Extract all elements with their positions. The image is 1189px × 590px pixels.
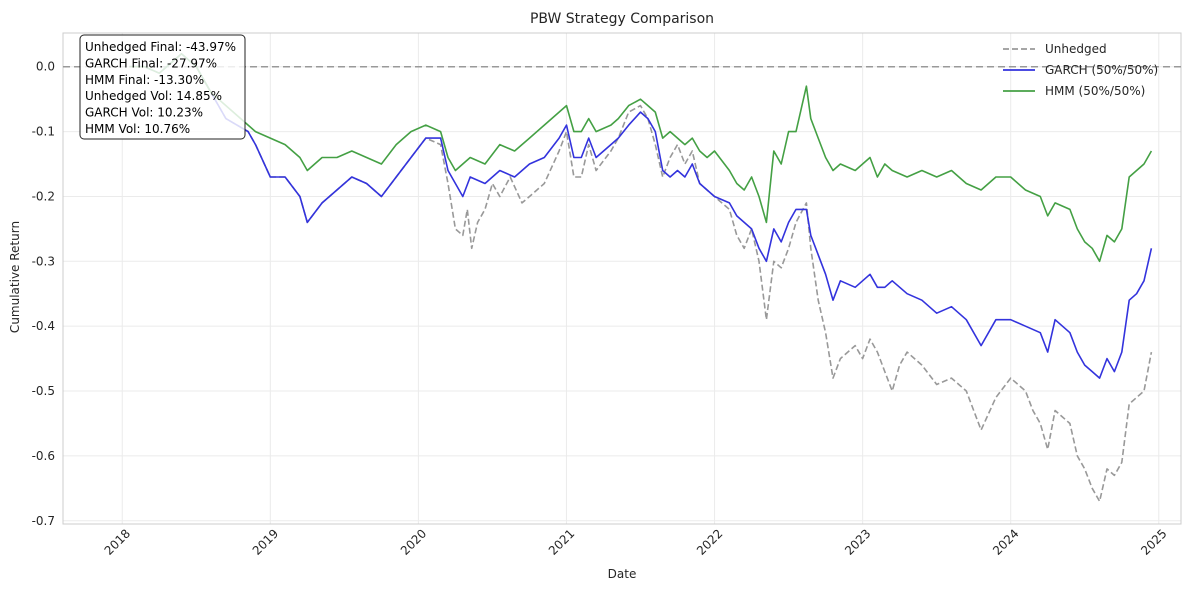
plot-frame bbox=[62, 32, 1182, 525]
legend-label: GARCH (50%/50%) bbox=[1045, 63, 1158, 77]
y-tick-label: -0.3 bbox=[32, 254, 55, 268]
stats-line: Unhedged Vol: 14.85% bbox=[85, 89, 222, 103]
stats-box-frame bbox=[79, 34, 246, 140]
y-tick-label: -0.7 bbox=[32, 514, 55, 528]
stats-line: GARCH Vol: 10.23% bbox=[85, 106, 203, 120]
legend-label: Unhedged bbox=[1045, 42, 1107, 56]
y-tick-label: -0.1 bbox=[32, 125, 55, 139]
grid bbox=[63, 33, 1181, 524]
y-axis-title: Cumulative Return bbox=[8, 221, 22, 333]
y-tick-label: -0.6 bbox=[32, 449, 55, 463]
stats-line: HMM Vol: 10.76% bbox=[85, 122, 190, 136]
stats-line: GARCH Final: -27.97% bbox=[85, 56, 217, 70]
x-axis-title: Date bbox=[608, 567, 637, 581]
y-tick-label: 0.0 bbox=[36, 60, 55, 74]
y-axis-ticks: 0.0 -0.1 -0.2 -0.3 -0.4 -0.5 -0.6 -0.7 bbox=[32, 60, 55, 528]
y-tick-label: -0.5 bbox=[32, 384, 55, 398]
y-tick-label: -0.2 bbox=[32, 189, 55, 203]
stats-annotation-box: Unhedged Final: -43.97% GARCH Final: -27.… bbox=[79, 34, 246, 140]
legend-label: HMM (50%/50%) bbox=[1045, 84, 1145, 98]
chart-title: PBW Strategy Comparison bbox=[530, 11, 714, 27]
legend: Unhedged GARCH (50%/50%) HMM (50%/50%) bbox=[1003, 42, 1158, 98]
y-tick-label: -0.4 bbox=[32, 319, 55, 333]
series-group bbox=[129, 53, 1153, 503]
stats-line: Unhedged Final: -43.97% bbox=[85, 40, 236, 54]
series-line-2 bbox=[129, 53, 1153, 263]
series-line-1 bbox=[129, 53, 1153, 379]
stats-line: HMM Final: -13.30% bbox=[85, 73, 204, 87]
